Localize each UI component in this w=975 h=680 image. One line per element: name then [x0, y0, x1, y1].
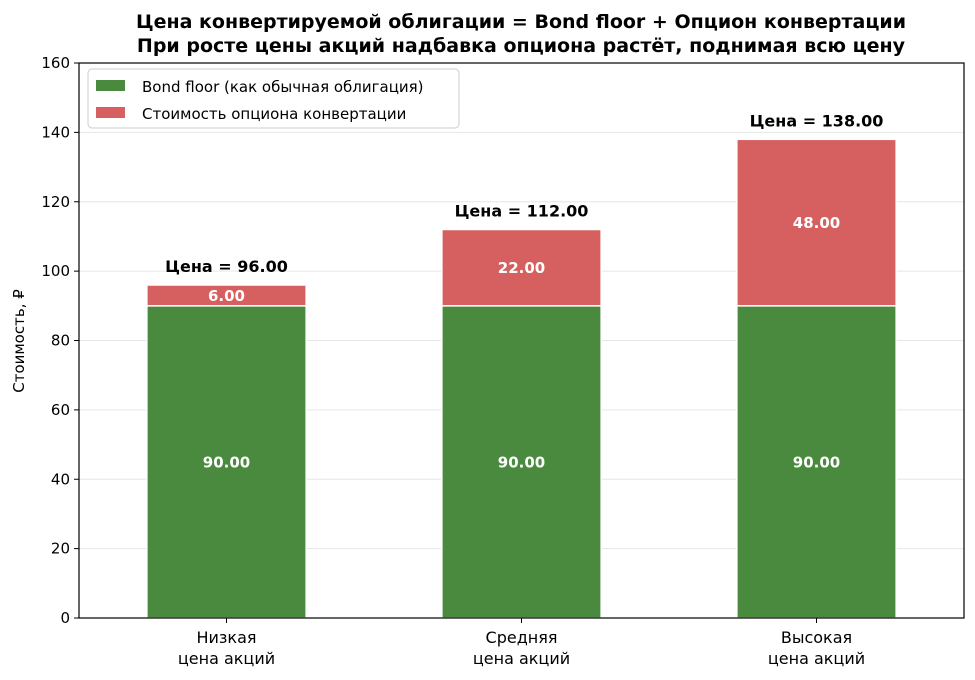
x-tick-label-2-0: Высокая [781, 628, 852, 647]
segment-label-1-2: 48.00 [793, 214, 840, 232]
y-tick-label-2: 40 [51, 470, 70, 488]
segment-label-1-0: 6.00 [208, 287, 245, 305]
bar-segment-1-0 [146, 284, 307, 307]
segment-label-1-1: 22.00 [498, 259, 545, 277]
x-tick-label-0-1: цена акций [178, 649, 275, 668]
x-tick-label-0-0: Низкая [196, 628, 256, 647]
total-label-2: Цена = 138.00 [750, 111, 884, 130]
legend-box [87, 68, 460, 129]
x-tick-label-2-1: цена акций [768, 649, 865, 668]
bar-segment-1-2 [736, 138, 897, 307]
x-tick-label-1-0: Средняя [486, 628, 558, 647]
bar-segment-0-1 [441, 305, 602, 619]
legend-swatch-1 [96, 107, 125, 118]
legend-label-1: Стоимость опциона конвертации [142, 105, 406, 123]
bars [146, 138, 897, 619]
y-tick-label-1: 20 [51, 540, 70, 558]
chart-title: Цена конвертируемой облигации = Bond flo… [136, 11, 906, 57]
data-labels: 90.00 6.00 Цена = 96.00 90.00 22.00 Цена = 11… [165, 111, 883, 471]
y-tick-label-3: 60 [51, 401, 70, 419]
y-tick-label-0: 0 [60, 609, 70, 627]
legend-swatch-0 [96, 80, 125, 91]
y-tick-label-8: 160 [41, 54, 70, 72]
bar-segment-0-2 [736, 305, 897, 619]
y-tick-label-7: 140 [41, 123, 70, 141]
y-tick-label-4: 80 [51, 332, 70, 350]
y-tick-label-6: 120 [41, 193, 70, 211]
y-tick-label-5: 100 [41, 262, 70, 280]
axes: 0 20 40 60 80 100 120 140 160 Низкая цена акций Сре… [41, 54, 965, 668]
chart-title-line-1: Цена конвертируемой облигации = Bond flo… [136, 11, 906, 33]
chart-title-line-2: При росте цены акций надбавка опциона ра… [137, 35, 906, 57]
total-label-1: Цена = 112.00 [455, 202, 589, 221]
x-tick-label-1-1: цена акций [473, 649, 570, 668]
legend-label-0: Bond floor (как обычная облигация) [142, 78, 424, 96]
bar-segment-1-1 [441, 228, 602, 307]
legend: Bond floor (как обычная облигация) Стоимо… [87, 68, 460, 129]
total-label-0: Цена = 96.00 [165, 257, 288, 276]
segment-label-0-2: 90.00 [793, 453, 840, 471]
segment-label-0-1: 90.00 [498, 453, 545, 471]
y-axis-label: Стоимость, ₽ [10, 289, 28, 393]
segment-label-0-0: 90.00 [203, 453, 250, 471]
